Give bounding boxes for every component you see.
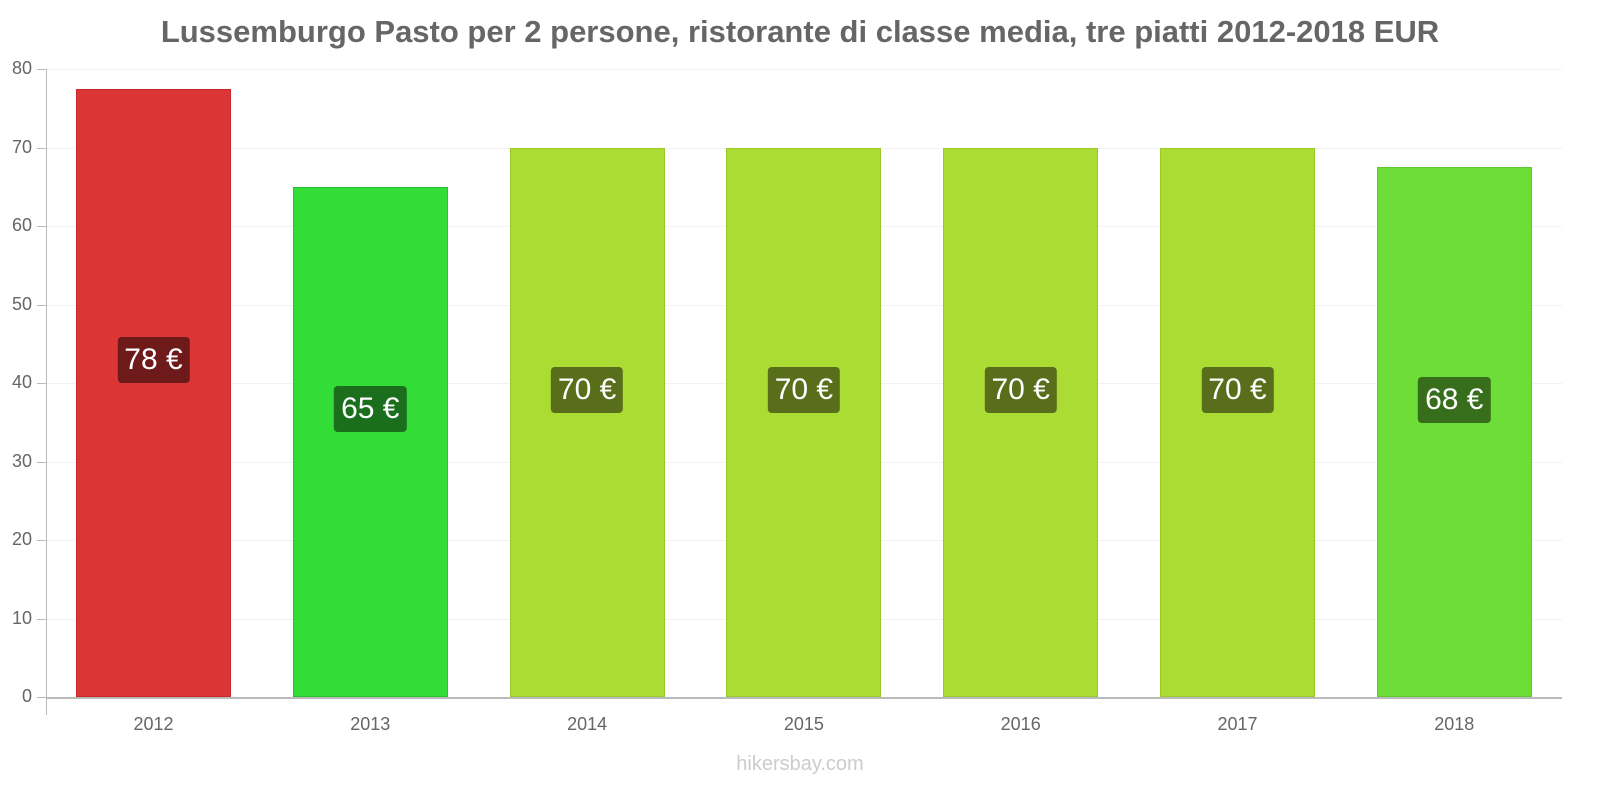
bar-2015[interactable] — [726, 147, 882, 697]
bar-value-label: 70 € — [1201, 367, 1274, 413]
y-tick-label: 70 — [11, 136, 32, 157]
y-tick-mark — [37, 540, 46, 541]
gridline — [46, 69, 1562, 70]
x-tick-label: 2017 — [1217, 714, 1258, 734]
bar-value-label: 70 € — [984, 367, 1057, 413]
y-tick-mark — [37, 147, 46, 149]
source-watermark: hikersbay.com — [736, 753, 864, 775]
bar-value-label: 70 € — [767, 367, 841, 413]
y-tick-label: 30 — [11, 450, 32, 471]
y-tick-mark — [37, 69, 46, 70]
y-tick-mark — [37, 618, 46, 620]
y-tick-label: 80 — [11, 58, 32, 78]
y-tick-label: 60 — [11, 215, 32, 235]
bar-value-label: 65 € — [334, 386, 407, 432]
y-tick-label: 50 — [11, 293, 32, 314]
bar-value-label: 68 € — [1418, 377, 1491, 423]
y-tick-mark — [37, 461, 46, 463]
y-tick-mark — [37, 697, 46, 698]
bar-2017[interactable] — [1160, 147, 1315, 697]
bar-2018[interactable] — [1376, 167, 1532, 697]
x-tick-label: 2015 — [783, 714, 824, 734]
x-tick-label: 2016 — [1000, 714, 1041, 734]
bar-2014[interactable] — [509, 147, 665, 697]
x-tick-label: 2013 — [350, 714, 391, 734]
y-axis-line — [46, 69, 47, 715]
x-tick-label: 2014 — [567, 714, 608, 734]
y-tick-label: 0 — [21, 686, 32, 706]
bar-value-label: 78 € — [117, 337, 190, 383]
y-tick-label: 10 — [11, 607, 32, 628]
bar-2013[interactable] — [292, 186, 448, 697]
y-tick-mark — [37, 383, 46, 384]
x-tick-label: 2012 — [133, 714, 174, 734]
y-tick-mark — [37, 226, 46, 227]
y-tick-label: 40 — [11, 372, 32, 392]
bar-2016[interactable] — [943, 147, 1099, 697]
y-tick-label: 20 — [11, 529, 32, 549]
bar-value-label: 70 € — [550, 367, 624, 413]
bar-2012[interactable] — [76, 88, 231, 697]
y-tick-mark — [37, 304, 46, 306]
chart-title: Lussemburgo Pasto per 2 persone, ristora… — [160, 14, 1440, 49]
x-axis-line — [46, 697, 1562, 699]
x-tick-label: 2018 — [1434, 714, 1475, 734]
